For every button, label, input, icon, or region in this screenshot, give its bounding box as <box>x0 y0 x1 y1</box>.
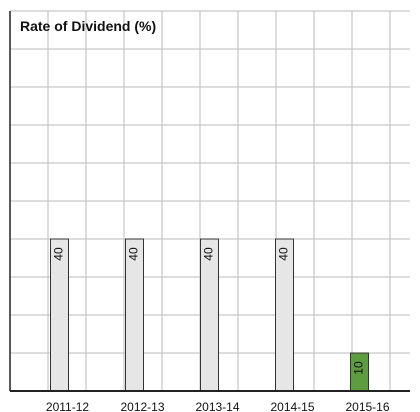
x-tick-label: 2011-12 <box>46 400 89 412</box>
value-label: 40 <box>277 247 291 261</box>
chart-title: Rate of Dividend (%) <box>20 18 157 34</box>
x-tick-label: 2014-15 <box>270 400 314 412</box>
x-tick-label: 2012-13 <box>120 400 164 412</box>
value-label: 40 <box>202 247 216 261</box>
value-label: 10 <box>352 361 366 375</box>
x-tick-label: 2015-16 <box>345 400 389 412</box>
x-tick-label: 2013-14 <box>195 400 239 412</box>
value-label: 40 <box>52 247 66 261</box>
bar <box>125 238 144 392</box>
bar <box>275 238 294 392</box>
bar <box>50 238 69 392</box>
value-label: 40 <box>127 247 141 261</box>
bar <box>200 238 219 392</box>
